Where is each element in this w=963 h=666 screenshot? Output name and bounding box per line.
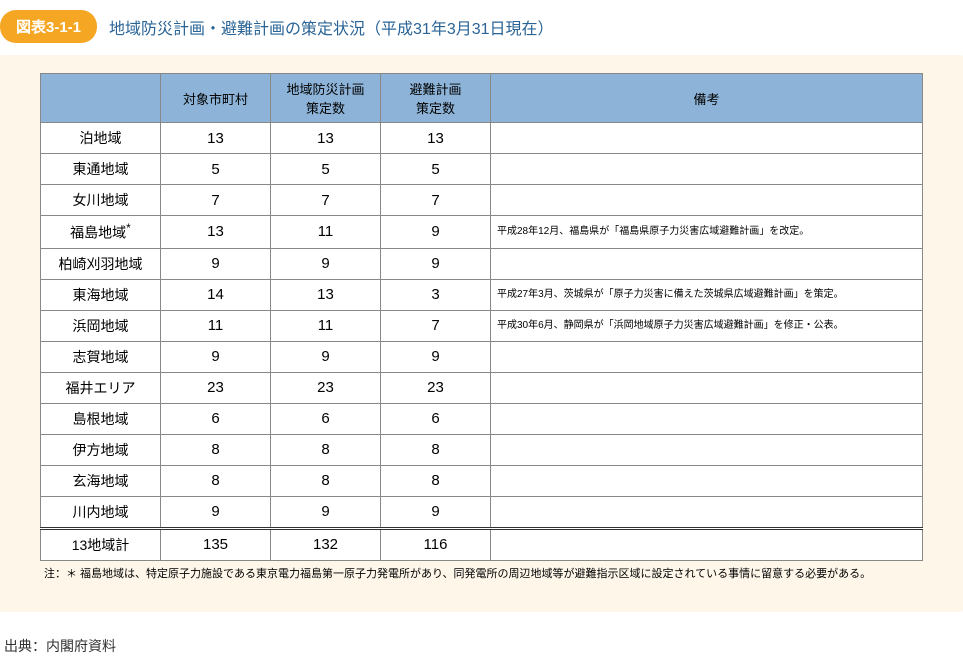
evacuation-cell: 3 [381,279,491,310]
remarks-cell [491,434,923,465]
total-prevention-cell: 132 [271,528,381,560]
prevention-cell: 6 [271,403,381,434]
target-cell: 7 [161,185,271,216]
target-cell: 13 [161,123,271,154]
remarks-cell [491,496,923,528]
table-row: 福島地域*13119平成28年12月、福島県が「福島県原子力災害広域避難計画」を… [41,216,923,249]
table-row: 柏崎刈羽地域999 [41,248,923,279]
prevention-cell: 9 [271,341,381,372]
total-remarks-cell [491,528,923,560]
region-cell: 女川地域 [41,185,161,216]
table-row: 福井エリア232323 [41,372,923,403]
table-row: 東通地域555 [41,154,923,185]
remarks-cell [491,248,923,279]
region-cell: 島根地域 [41,403,161,434]
remarks-cell [491,465,923,496]
table-container: 対象市町村 地域防災計画 策定数 避難計画 策定数 備考 泊地域131313東通… [0,55,963,612]
total-region-cell: 13地域計 [41,528,161,560]
target-cell: 5 [161,154,271,185]
table-body: 泊地域131313東通地域555女川地域777福島地域*13119平成28年12… [41,123,923,561]
remarks-cell [491,403,923,434]
total-evacuation-cell: 116 [381,528,491,560]
evacuation-cell: 7 [381,185,491,216]
prevention-cell: 7 [271,185,381,216]
region-cell: 浜岡地域 [41,310,161,341]
remarks-cell [491,185,923,216]
evacuation-cell: 9 [381,341,491,372]
region-cell: 東通地域 [41,154,161,185]
evacuation-cell: 23 [381,372,491,403]
table-row: 浜岡地域11117平成30年6月、静岡県が「浜岡地域原子力災害広域避難計画」を修… [41,310,923,341]
region-cell: 泊地域 [41,123,161,154]
col-header-evacuation: 避難計画 策定数 [381,74,491,123]
table-row: 志賀地域999 [41,341,923,372]
prevention-cell: 9 [271,248,381,279]
prevention-cell: 23 [271,372,381,403]
region-cell: 川内地域 [41,496,161,528]
evacuation-cell: 9 [381,248,491,279]
region-cell: 東海地域 [41,279,161,310]
remarks-cell: 平成30年6月、静岡県が「浜岡地域原子力災害広域避難計画」を修正・公表。 [491,310,923,341]
evacuation-cell: 6 [381,403,491,434]
target-cell: 9 [161,341,271,372]
remarks-cell: 平成28年12月、福島県が「福島県原子力災害広域避難計画」を改定。 [491,216,923,249]
region-cell: 志賀地域 [41,341,161,372]
region-cell: 福島地域* [41,216,161,249]
total-target-cell: 135 [161,528,271,560]
target-cell: 9 [161,496,271,528]
table-row: 伊方地域888 [41,434,923,465]
prevention-cell: 11 [271,310,381,341]
table-row: 女川地域777 [41,185,923,216]
region-cell: 伊方地域 [41,434,161,465]
prevention-cell: 5 [271,154,381,185]
col-header-target: 対象市町村 [161,74,271,123]
evacuation-cell: 8 [381,465,491,496]
evacuation-cell: 9 [381,216,491,249]
table-row: 東海地域14133平成27年3月、茨城県が「原子力災害に備えた茨城県広域避難計画… [41,279,923,310]
target-cell: 11 [161,310,271,341]
prevention-cell: 13 [271,123,381,154]
prevention-cell: 8 [271,434,381,465]
table-row: 川内地域999 [41,496,923,528]
col-header-remarks: 備考 [491,74,923,123]
region-cell: 玄海地域 [41,465,161,496]
evacuation-cell: 8 [381,434,491,465]
target-cell: 9 [161,248,271,279]
target-cell: 13 [161,216,271,249]
col-header-region [41,74,161,123]
figure-title: 地域防災計画・避難計画の策定状況（平成31年3月31日現在） [109,15,554,39]
plan-status-table: 対象市町村 地域防災計画 策定数 避難計画 策定数 備考 泊地域131313東通… [40,73,923,561]
prevention-cell: 11 [271,216,381,249]
region-cell: 福井エリア [41,372,161,403]
target-cell: 6 [161,403,271,434]
remarks-cell [491,154,923,185]
evacuation-cell: 5 [381,154,491,185]
figure-header: 図表3-1-1 地域防災計画・避難計画の策定状況（平成31年3月31日現在） [0,10,963,43]
table-row: 泊地域131313 [41,123,923,154]
target-cell: 14 [161,279,271,310]
remarks-cell [491,372,923,403]
evacuation-cell: 13 [381,123,491,154]
prevention-cell: 13 [271,279,381,310]
table-header-row: 対象市町村 地域防災計画 策定数 避難計画 策定数 備考 [41,74,923,123]
figure-label: 図表3-1-1 [0,10,97,43]
col-header-prevention: 地域防災計画 策定数 [271,74,381,123]
remarks-cell: 平成27年3月、茨城県が「原子力災害に備えた茨城県広域避難計画」を策定。 [491,279,923,310]
prevention-cell: 9 [271,496,381,528]
target-cell: 8 [161,434,271,465]
evacuation-cell: 9 [381,496,491,528]
region-cell: 柏崎刈羽地域 [41,248,161,279]
table-row: 玄海地域888 [41,465,923,496]
table-row: 島根地域666 [41,403,923,434]
target-cell: 8 [161,465,271,496]
remarks-cell [491,341,923,372]
prevention-cell: 8 [271,465,381,496]
source-citation: 出典：内閣府資料 [4,636,963,656]
table-total-row: 13地域計135132116 [41,528,923,560]
evacuation-cell: 7 [381,310,491,341]
footnote: 注：＊ 福島地域は、特定原子力施設である東京電力福島第一原子力発電所があり、同発… [40,567,923,582]
target-cell: 23 [161,372,271,403]
remarks-cell [491,123,923,154]
